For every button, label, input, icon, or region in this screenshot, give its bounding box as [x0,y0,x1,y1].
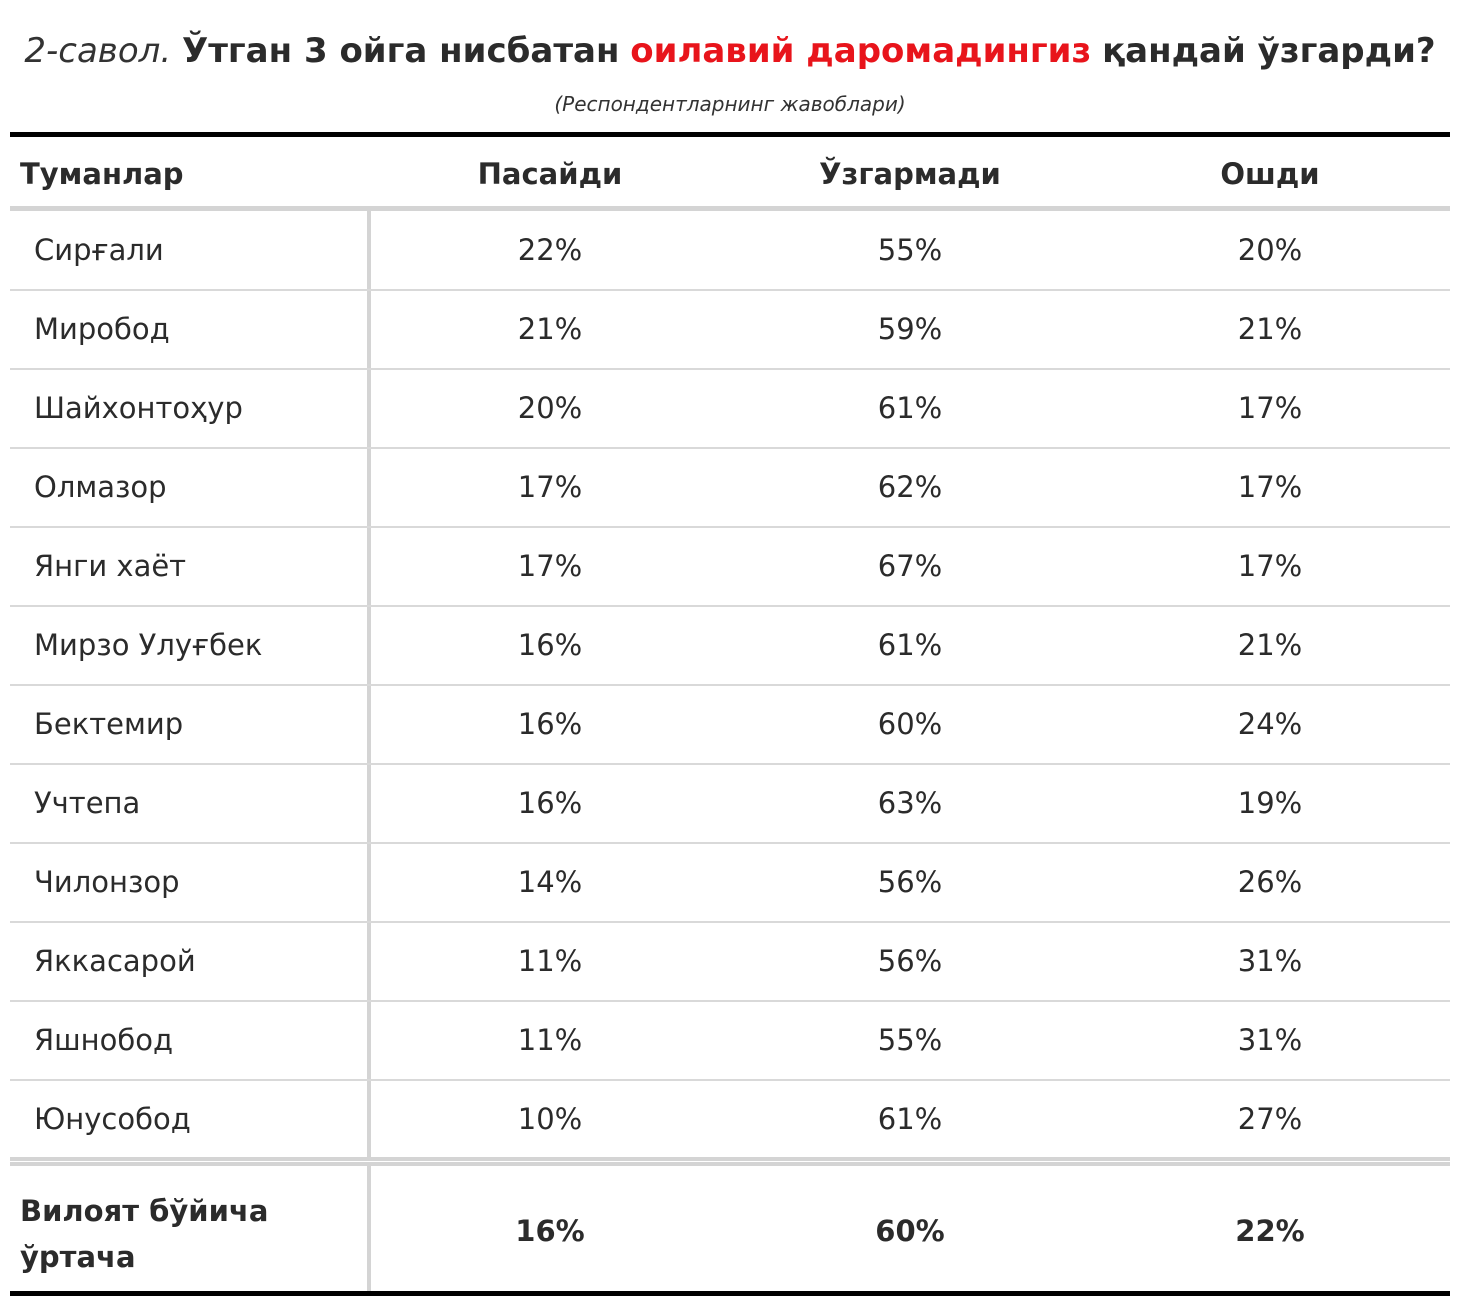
value-unchanged: 56% [877,865,943,899]
district-name: Чилонзор [34,865,180,899]
row-divider [10,289,1450,291]
row-divider [10,684,1450,686]
value-decreased: 21% [517,312,583,346]
column-separator-footer [367,1166,371,1291]
footer-unchanged: 60% [875,1214,945,1248]
value-decreased: 11% [517,944,583,978]
value-increased: 21% [1237,312,1303,346]
row-divider [10,1079,1450,1081]
value-unchanged: 67% [877,549,943,583]
header-separator [10,206,1450,211]
footer-decreased: 16% [515,1214,585,1248]
footer-label: Вилоят бўйича ўртача [20,1188,350,1280]
district-name: Яккасарой [34,944,196,978]
district-name: Миробод [34,312,170,346]
row-divider [10,763,1450,765]
value-unchanged: 60% [877,707,943,741]
district-name: Яшнобод [34,1023,174,1057]
value-increased: 17% [1237,391,1303,425]
value-increased: 31% [1237,944,1303,978]
chart-title: 2-савол. Ўтган 3 ойга нисбатан оилавий д… [0,28,1460,74]
footer-separator [10,1157,1450,1166]
value-unchanged: 56% [877,944,943,978]
header-decreased: Пасайди [477,157,623,191]
row-divider [10,447,1450,449]
header-unchanged: Ўзгармади [819,157,1001,191]
district-name: Учтепа [34,786,141,820]
value-increased: 26% [1237,865,1303,899]
value-decreased: 10% [517,1102,583,1136]
value-increased: 31% [1237,1023,1303,1057]
district-name: Юнусобод [34,1102,191,1136]
title-highlight: оилавий даромадингиз [630,31,1092,71]
value-decreased: 14% [517,865,583,899]
district-name: Янги хаёт [34,549,187,583]
value-decreased: 17% [517,470,583,504]
header-increased: Ошди [1220,157,1320,191]
top-rule [10,132,1450,137]
value-increased: 17% [1237,470,1303,504]
value-increased: 27% [1237,1102,1303,1136]
value-decreased: 22% [517,233,583,267]
value-increased: 17% [1237,549,1303,583]
district-name: Олмазор [34,470,167,504]
district-name: Шайхонтоҳур [34,391,243,425]
footer-label-line2: ўртача [20,1240,136,1274]
value-increased: 20% [1237,233,1303,267]
value-decreased: 16% [517,786,583,820]
row-divider [10,368,1450,370]
row-divider [10,1000,1450,1002]
value-increased: 19% [1237,786,1303,820]
row-divider [10,526,1450,528]
value-decreased: 16% [517,707,583,741]
value-unchanged: 59% [877,312,943,346]
value-unchanged: 55% [877,1023,943,1057]
value-increased: 24% [1237,707,1303,741]
value-decreased: 11% [517,1023,583,1057]
value-decreased: 17% [517,549,583,583]
value-decreased: 16% [517,628,583,662]
chart-subtitle: (Респондентларнинг жавоблари) [554,92,906,116]
title-part-1: Ўтган 3 ойга нисбатан [182,31,620,71]
value-unchanged: 61% [877,1102,943,1136]
value-unchanged: 61% [877,628,943,662]
row-divider [10,605,1450,607]
district-name: Мирзо Улуғбек [34,628,263,662]
row-divider [10,921,1450,923]
row-divider [10,842,1450,844]
district-name: Бектемир [34,707,184,741]
header-districts: Туманлар [20,157,184,191]
value-unchanged: 55% [877,233,943,267]
value-decreased: 20% [517,391,583,425]
value-unchanged: 63% [877,786,943,820]
value-unchanged: 62% [877,470,943,504]
footer-label-line1: Вилоят бўйича [20,1194,269,1228]
footer-increased: 22% [1235,1214,1305,1248]
value-increased: 21% [1237,628,1303,662]
title-part-2: қандай ўзгарди? [1102,31,1436,71]
district-name: Сирғали [34,233,164,267]
bottom-rule [10,1291,1450,1296]
value-unchanged: 61% [877,391,943,425]
question-number: 2-савол. [24,31,172,71]
